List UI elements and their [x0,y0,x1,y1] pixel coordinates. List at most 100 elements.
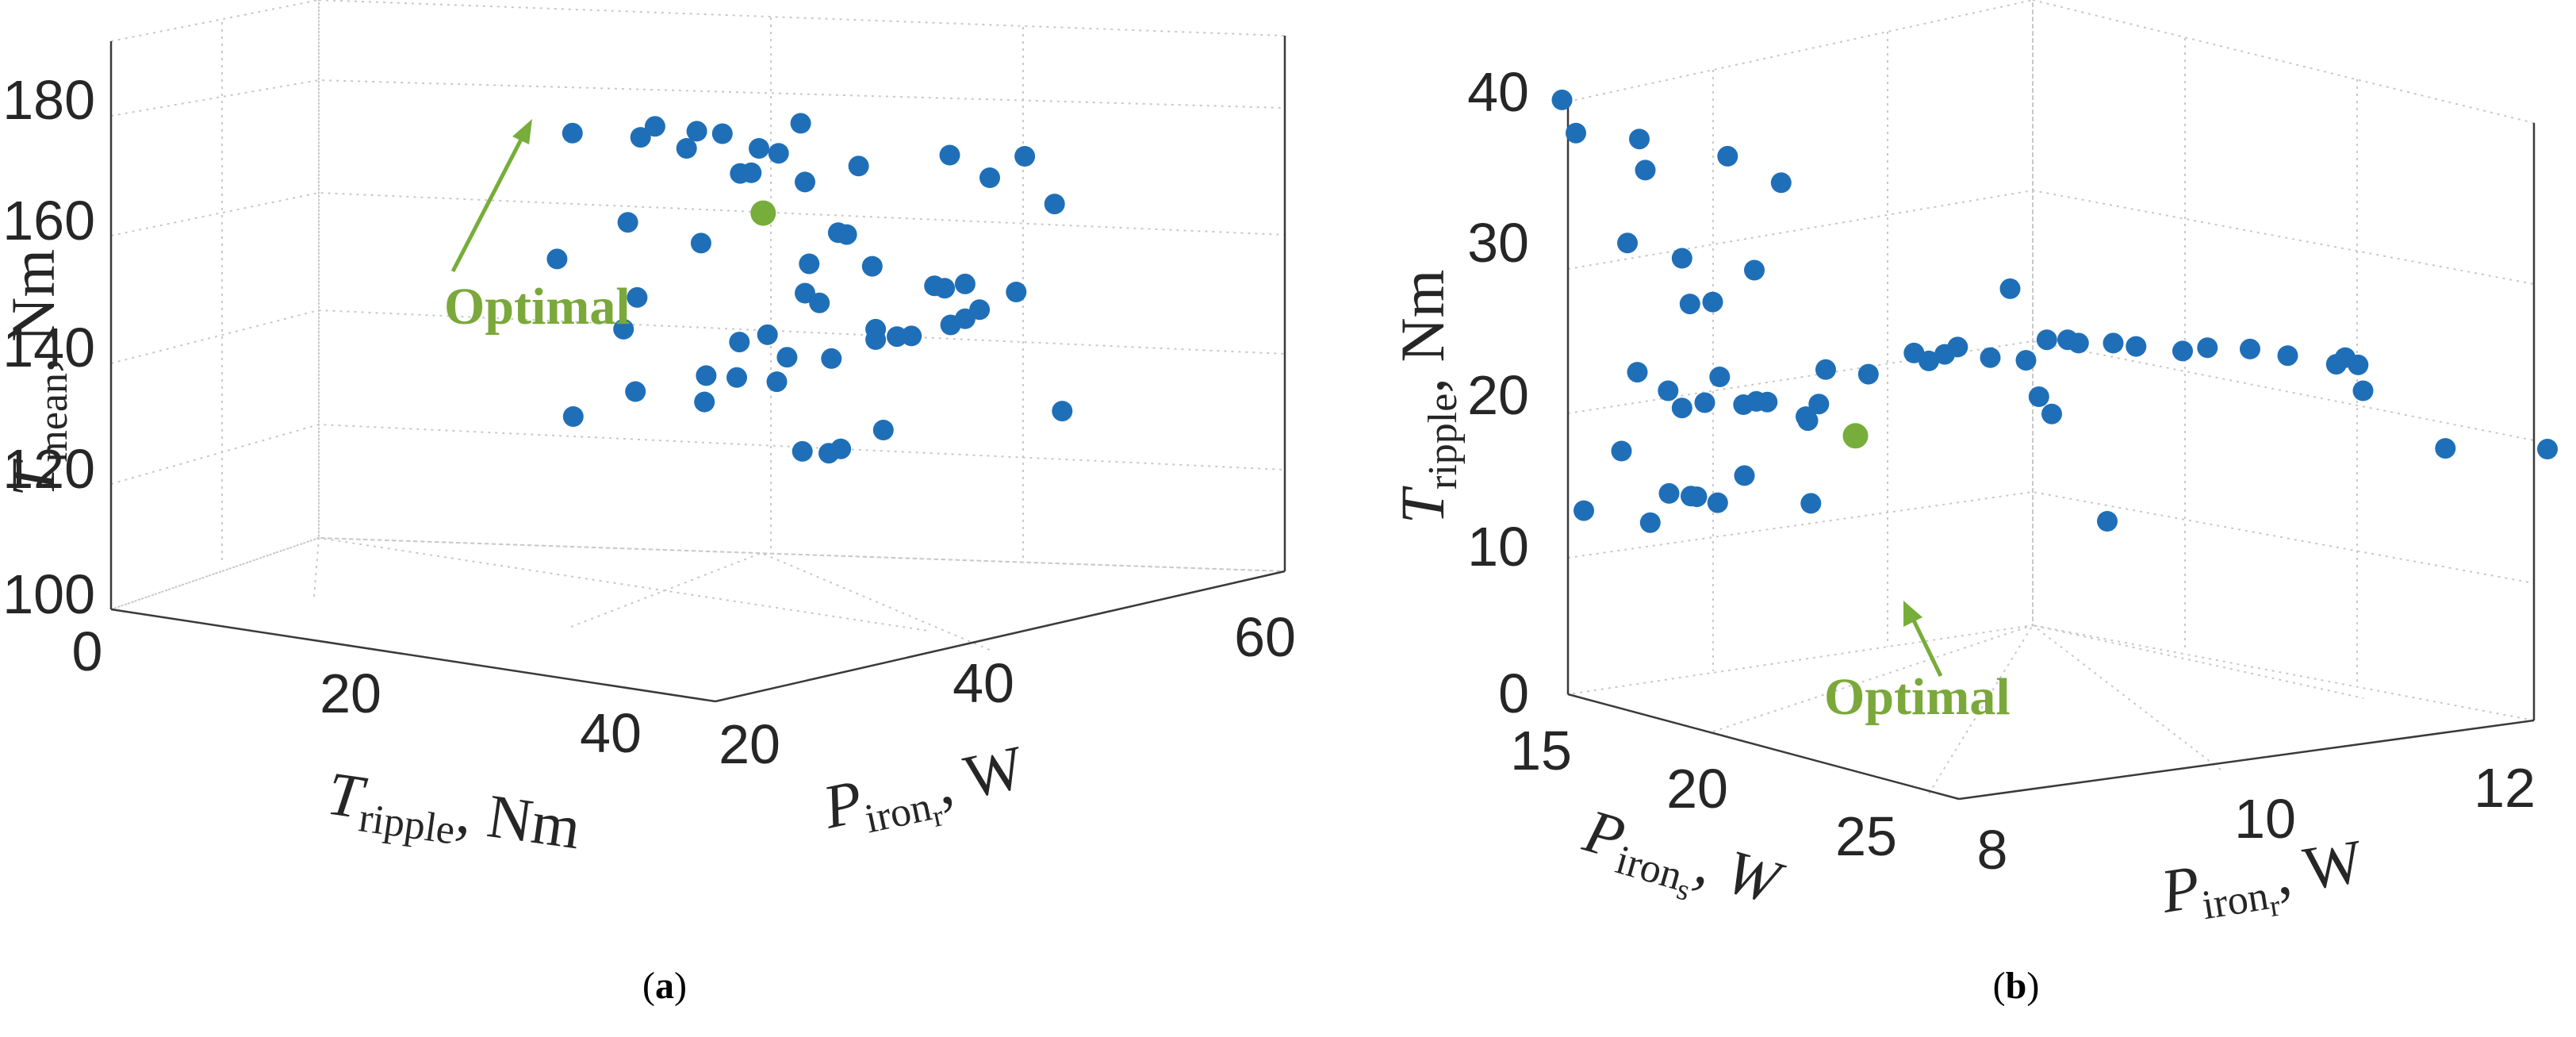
scatter-point-a-12 [749,138,769,159]
b-ylabel: Pironr, W [2156,826,2370,940]
scatter-point-a-45 [625,381,646,402]
a-ytick: 20 [719,713,780,775]
scatter-point-b-44 [2352,380,2374,401]
scatter-point-a-29 [757,324,778,345]
panel-b-points [1551,89,2558,533]
scatter-point-b-53 [1800,493,1822,514]
scatter-point-a-19 [939,144,960,166]
a-xtick: 40 [580,702,642,764]
a-ztick: 140 [2,317,95,378]
b-ytick: 10 [2234,788,2296,850]
scatter-point-b-21 [1808,394,1830,415]
a-ztick: 100 [2,563,95,625]
scatter-point-a-4 [686,121,707,142]
scatter-point-b-27 [1947,336,1968,358]
scatter-point-a-26 [613,318,634,340]
scatter-point-a-43 [1006,282,1027,302]
scatter-point-b-15 [1671,398,1692,419]
scatter-point-a-38 [934,278,956,299]
scatter-point-a-9 [795,171,815,193]
scatter-point-b-23 [1857,363,1879,385]
scatter-point-a-44 [562,406,584,427]
scatter-point-a-34 [865,329,887,350]
panel-a-ticks: 100 120 140 160 180 0 20 40 20 40 60 [2,69,1296,775]
scatter-point-b-31 [2028,386,2049,407]
scatter-point-a-24 [690,232,711,254]
scatter-point-a-42 [954,308,976,329]
a-annotation: Optimal [444,278,631,336]
scatter-point-b-28 [1999,278,2021,299]
scatter-point-a-49 [792,440,813,462]
scatter-point-a-52 [872,420,894,440]
scatter-point-a-47 [694,391,715,413]
scatter-point-a-17 [836,224,857,245]
scatter-point-a-28 [809,292,830,313]
scatter-point-b-13 [1658,380,1679,401]
scatter-point-a-36 [901,325,922,347]
scatter-point-a-13 [741,162,762,183]
scatter-point-b-50 [1574,500,1594,521]
b-ztick: 10 [1467,516,1529,578]
scatter-point-b-46 [1658,482,1680,504]
a-xtick: 0 [72,620,103,682]
caption-a: (a) [642,965,687,1007]
scatter-point-b-56 [2537,439,2558,459]
scatter-point-b-12 [1627,362,1648,383]
b-ytick: 12 [2474,757,2536,819]
scatter-point-a-18 [861,255,883,277]
b-xtick: 15 [1510,720,1572,782]
scatter-point-a-15 [799,253,820,275]
scatter-point-b-51 [1639,512,1661,533]
a-ylabel: Pironr, W [816,732,1033,855]
panel-a-grid [110,0,1286,651]
scatter-point-b-9 [1702,291,1723,313]
panel-a-points [546,113,1073,464]
scatter-point-a-40 [954,273,976,294]
scatter-point-b-25 [1919,350,1939,371]
scatter-point-a-25 [729,332,750,353]
scatter-point-b-57 [2097,511,2118,532]
scatter-point-a-20 [979,167,1000,188]
a-ytick: 60 [1234,606,1296,668]
scatter-point-b-29 [1980,347,2001,368]
scatter-point-b-34 [2068,332,2089,354]
scatter-point-a-23 [627,286,648,308]
scatter-point-a-2 [630,127,651,148]
scatter-point-b-17 [1757,391,1778,413]
scatter-point-a-35 [887,326,907,348]
scatter-point-a-32 [821,348,842,369]
b-ytick: 8 [1977,819,2008,881]
scatter-point-a-11 [848,156,869,177]
scatter-point-a-48 [766,371,788,393]
scatter-point-b-48 [1707,492,1728,513]
a-ztick: 180 [2,69,95,131]
scatter-point-b-10 [1744,259,1765,281]
scatter-point-a-31 [776,347,798,368]
panel-b-ticks: 0 10 20 30 40 15 20 25 8 10 12 [1467,61,2536,881]
scatter-point-a-14 [768,143,789,164]
b-ztick: 40 [1467,61,1529,123]
scatter-point-a-10 [790,113,811,134]
panel-b-axes-box [1566,102,2536,801]
scatter-point-b-1 [1566,122,1586,144]
b-ztick: 30 [1467,212,1529,274]
scatter-point-b-35 [2103,332,2124,354]
scatter-point-b-20 [1797,410,1819,432]
a-xlabel: Tripple, Nm [322,759,585,871]
scatter-point-b-14 [1694,392,1715,413]
b-annotation-arrow [1911,617,1943,678]
a-zlabel: Tmean, Nm [0,249,76,497]
b-xtick: 25 [1835,805,1897,867]
caption-b: (b) [1993,965,2040,1007]
scatter-point-a-27 [795,282,815,304]
optimal-point-a [750,200,776,226]
scatter-point-a-21 [1014,146,1036,167]
scatter-point-b-7 [1671,248,1692,269]
a-ztick: 120 [2,438,95,500]
scatter-point-b-11 [1709,367,1731,387]
scatter-point-b-52 [1734,465,1755,486]
b-ztick: 0 [1498,663,1529,724]
scatter-point-a-6 [711,123,733,144]
